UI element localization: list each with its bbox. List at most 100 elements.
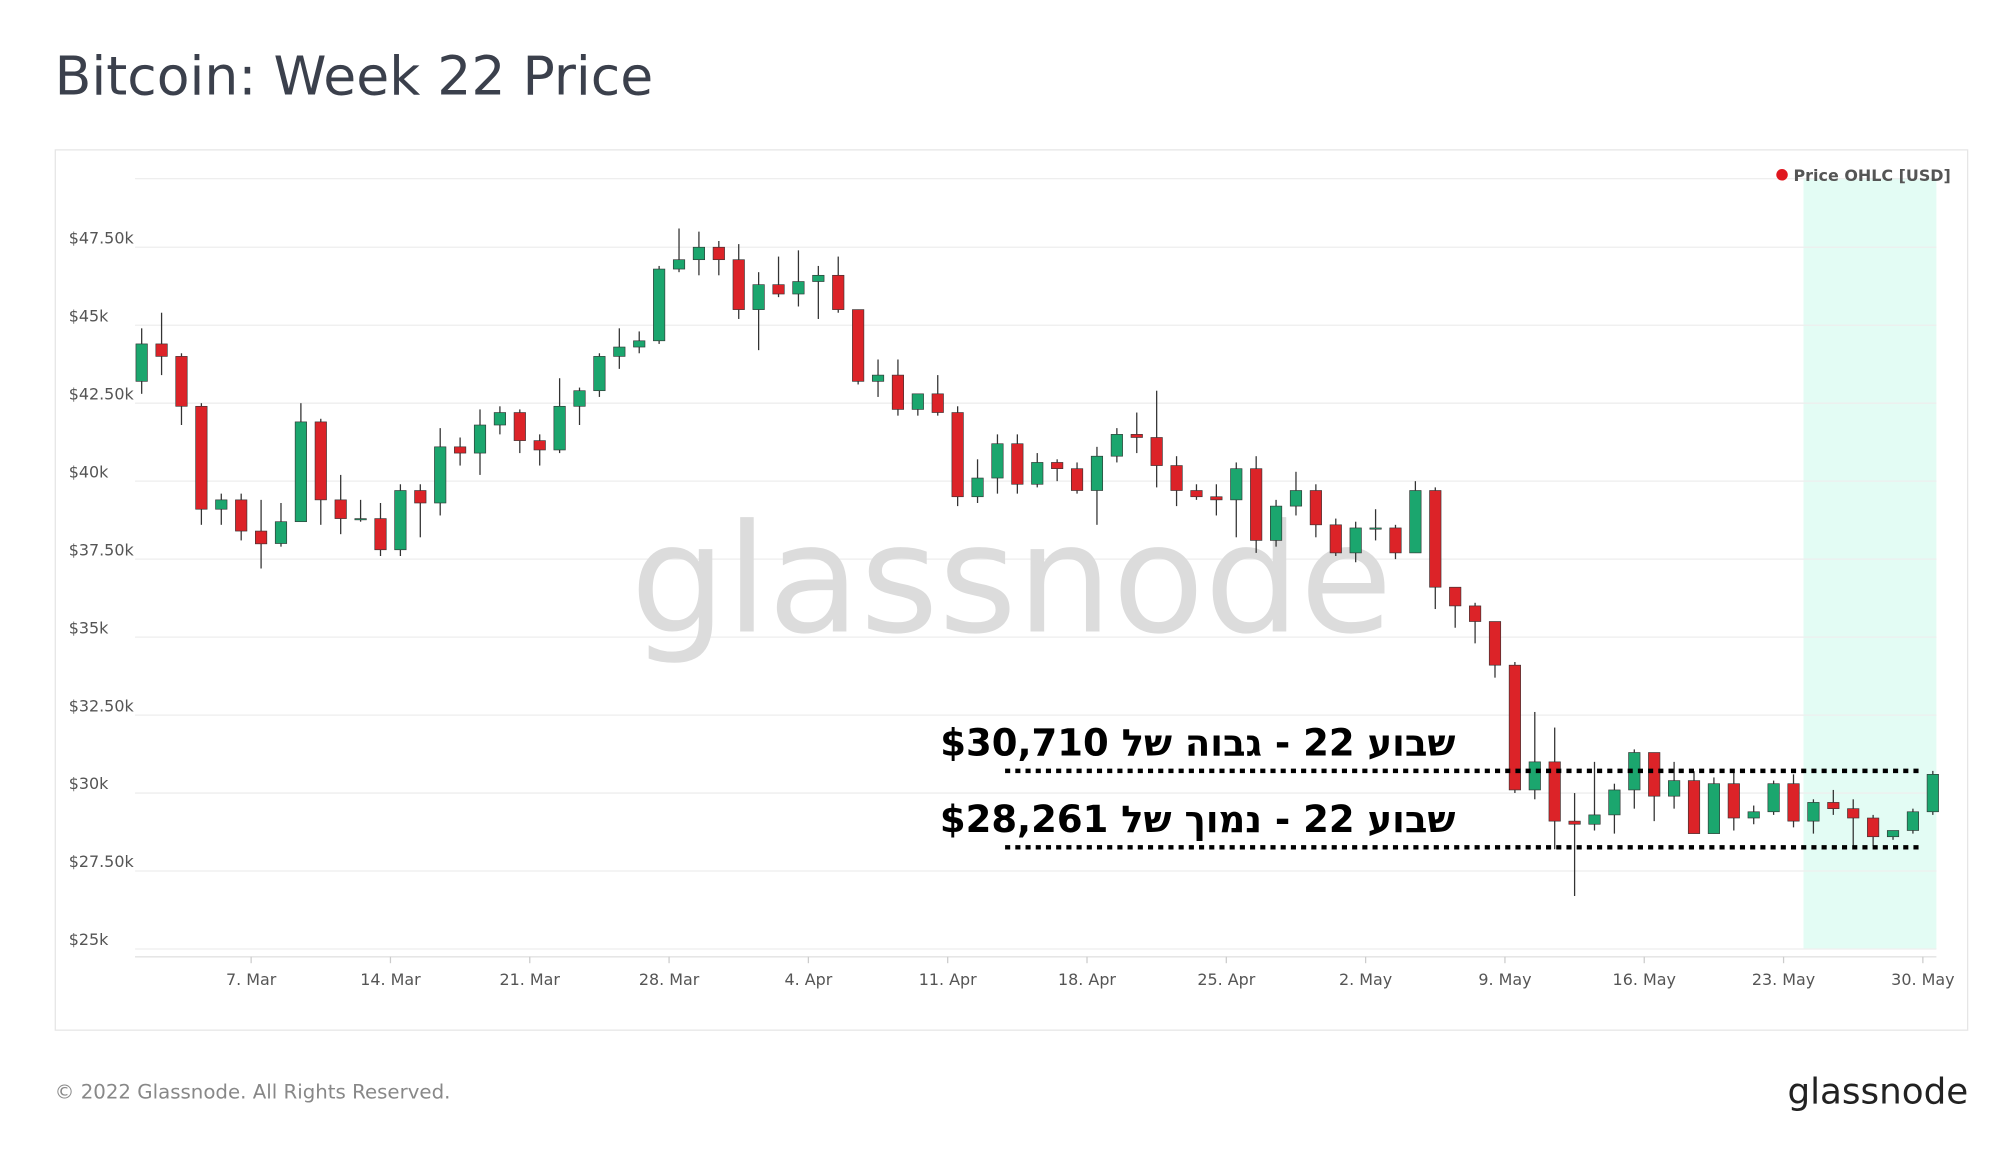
candle-body: [573, 390, 586, 407]
candle-body: [1747, 811, 1760, 819]
candle-body: [1648, 752, 1661, 797]
candle-body: [235, 499, 248, 532]
candle-body: [454, 446, 467, 454]
x-tick-label: 9. May: [1478, 970, 1531, 989]
x-tick-label: 4. Apr: [784, 970, 832, 989]
candle-body: [1548, 761, 1561, 822]
x-tick-label: 2. May: [1339, 970, 1392, 989]
candle-body: [1568, 820, 1581, 825]
candle-body: [1250, 468, 1263, 541]
y-tick-label: $47.50k: [69, 228, 135, 247]
candle-body: [1389, 527, 1402, 554]
candle-body: [354, 518, 367, 521]
candle-body: [135, 343, 148, 382]
candle-body: [1886, 830, 1900, 838]
y-tick-label: $27.50k: [69, 852, 135, 871]
candle-body: [1429, 490, 1442, 588]
x-tick-label: 30. May: [1891, 970, 1954, 989]
candle-body: [1130, 434, 1143, 438]
candle-body: [155, 343, 168, 357]
candle-body: [1827, 802, 1840, 809]
candle-body: [792, 281, 805, 295]
candle-body: [1488, 621, 1502, 666]
candle-body: [513, 412, 526, 441]
y-tick-label: $40k: [69, 462, 109, 481]
candle-body: [951, 412, 964, 498]
candle-body: [911, 393, 924, 410]
y-tick-label: $30k: [69, 774, 109, 793]
candle-body: [334, 499, 347, 519]
candle-body: [1270, 505, 1283, 541]
y-tick-label: $25k: [69, 930, 109, 949]
candle-body: [473, 424, 487, 454]
x-tick-label: 23. May: [1752, 970, 1815, 989]
candle-body: [1190, 490, 1203, 498]
candle-body: [1150, 437, 1163, 466]
annotation-text: שבוע 22 - גבוה של $30,710: [940, 722, 1455, 765]
x-tick-label: 21. Mar: [500, 970, 561, 989]
candle-body: [434, 446, 447, 504]
candle-body: [533, 440, 546, 451]
candle-body: [633, 340, 646, 348]
candle-body: [712, 246, 725, 261]
candle-body: [1727, 783, 1740, 819]
copyright: © 2022 Glassnode. All Rights Reserved.: [55, 1080, 451, 1103]
candle-body: [1349, 527, 1362, 554]
x-tick-label: 7. Mar: [226, 970, 277, 989]
y-tick-label: $37.50k: [69, 540, 135, 559]
candle-body: [1508, 664, 1521, 791]
candle-body: [1906, 811, 1919, 831]
candle-body: [613, 346, 626, 357]
candle-body: [653, 268, 666, 342]
candle-body: [931, 393, 944, 413]
candle-body: [772, 284, 785, 295]
candle-body: [255, 530, 268, 545]
candle-body: [1668, 780, 1681, 797]
candle-body: [1767, 783, 1780, 813]
candle-body: [1289, 490, 1303, 507]
candle-body: [1110, 434, 1123, 457]
candle-body: [1090, 455, 1104, 491]
candle-body: [1787, 783, 1800, 822]
candle-body: [374, 518, 387, 551]
candle-body: [394, 490, 407, 551]
candle-body: [1469, 605, 1482, 622]
candle-body: [1528, 761, 1541, 791]
y-tick-label: $35k: [69, 618, 109, 637]
candle-body: [1230, 468, 1243, 501]
candle-body: [732, 259, 745, 310]
plot: $25k $27.50k $30k $32.50k $35k $37.50k $40k $42…: [69, 166, 1955, 989]
candle-body: [1031, 462, 1044, 485]
candle-body: [752, 284, 765, 310]
candle-body: [1051, 462, 1064, 469]
candle-body: [1588, 814, 1601, 825]
candle-body: [1707, 783, 1720, 834]
candle-body: [1369, 527, 1382, 530]
candle-body: [1329, 524, 1342, 554]
candle-body: [175, 356, 188, 407]
candle-body: [195, 405, 208, 510]
candle-body: [871, 374, 885, 382]
candle-body: [1687, 780, 1701, 834]
x-tick-label: 11. Apr: [919, 970, 977, 989]
page-title: Bitcoin: Week 22 Price: [55, 44, 654, 107]
y-tick-label: $45k: [69, 306, 109, 325]
candle-body: [1608, 789, 1621, 816]
candle-body: [1409, 490, 1422, 554]
candle-body: [593, 356, 606, 392]
candle-body: [672, 259, 686, 270]
candle-body: [493, 412, 506, 426]
candle-body: [1807, 802, 1820, 822]
candle-body: [274, 521, 288, 544]
candle-body: [812, 274, 825, 282]
chart-frame: [54, 149, 1969, 1031]
candle-body: [1170, 465, 1183, 491]
legend-label: Price OHLC [USD]: [1794, 166, 1951, 185]
watermark: glassnode: [630, 491, 1392, 667]
candle-body: [553, 405, 566, 451]
candle-body: [1926, 774, 1939, 813]
annotation-text: שבוע 22 - נמוך של $28,261: [940, 798, 1456, 841]
candle-body: [1309, 490, 1322, 526]
legend-swatch: [1776, 169, 1788, 181]
